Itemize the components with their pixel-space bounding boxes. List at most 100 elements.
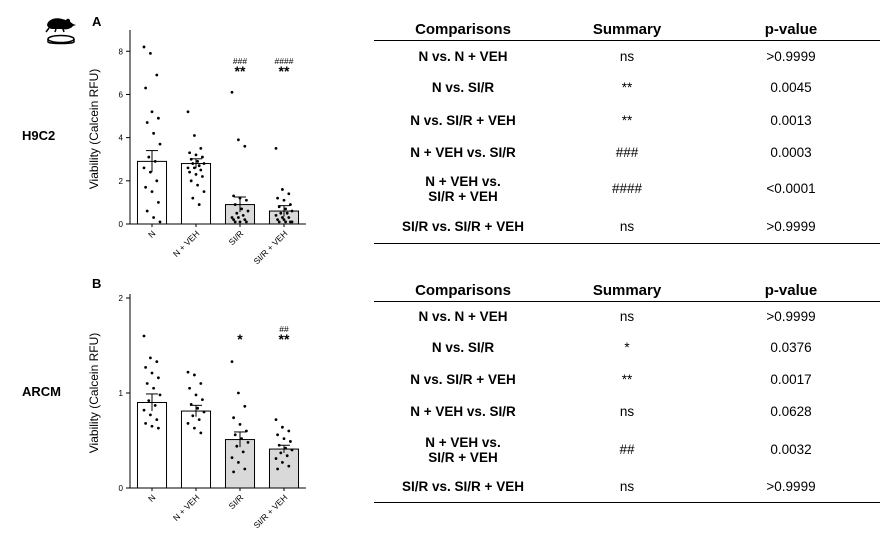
data-point <box>237 138 240 142</box>
data-point <box>153 403 157 407</box>
data-point <box>197 418 201 421</box>
y-axis-label: Viability (Calcein RFU) <box>87 333 101 453</box>
data-point <box>150 190 154 194</box>
data-point <box>149 52 152 55</box>
data-point <box>158 393 162 397</box>
data-point <box>152 131 155 135</box>
p-value-cell: 0.0003 <box>770 144 812 160</box>
data-point <box>281 188 284 191</box>
significance-stars: ** <box>279 63 290 79</box>
y-tick-label: 2 <box>119 294 124 303</box>
summary-cell: #### <box>611 181 643 196</box>
comparison-cell: SI/R vs. SI/R + VEH <box>374 209 552 244</box>
data-point <box>243 404 247 408</box>
summary-cell: ns <box>552 209 702 244</box>
p-value-cell: 0.0013 <box>770 112 812 128</box>
comparison-cell: SI/R vs. SI/R + VEH <box>374 471 552 503</box>
data-point <box>240 207 244 211</box>
data-point <box>243 467 247 471</box>
data-point <box>241 450 245 454</box>
data-point <box>144 365 147 369</box>
table-row: N + VEH vs. SI/R + VEH ## 0.0032 <box>374 428 880 472</box>
data-point <box>199 168 203 172</box>
comparison-cell: N vs. N + VEH <box>418 309 508 325</box>
data-point <box>245 429 248 433</box>
data-point <box>287 192 291 196</box>
x-tick-label: SI/R <box>227 228 246 247</box>
y-tick-label: 6 <box>119 90 124 99</box>
data-point <box>158 220 162 224</box>
data-point <box>196 159 199 163</box>
data-point <box>193 166 196 170</box>
table-header-summary: Summary <box>552 18 702 41</box>
data-point <box>290 448 294 452</box>
data-point <box>188 170 191 174</box>
p-value-cell: >0.9999 <box>766 48 816 64</box>
data-point <box>155 360 159 364</box>
p-value-cell: 0.0032 <box>770 442 812 457</box>
y-tick-label: 1 <box>119 389 124 398</box>
data-point <box>155 179 159 183</box>
data-point <box>152 386 155 390</box>
data-point <box>284 207 287 211</box>
panel-letter-b: B <box>92 276 102 291</box>
table-row: N vs. N + VEH ns >0.9999 <box>374 41 880 72</box>
data-point <box>155 418 159 421</box>
table-row: SI/R vs. SI/R + VEH ns >0.9999 <box>374 209 880 244</box>
data-point <box>276 196 279 200</box>
data-point <box>142 45 146 49</box>
comparison-cell: N + VEH vs. SI/R <box>410 144 516 160</box>
data-point <box>199 147 203 150</box>
data-point <box>150 424 154 428</box>
table-row: N vs. N + VEH ns >0.9999 <box>374 302 880 332</box>
comparison-table-a: Comparisons Summary p-value N vs. N + VE… <box>374 18 880 244</box>
data-point <box>191 414 195 418</box>
data-point <box>238 422 242 426</box>
data-point <box>246 441 250 444</box>
data-point <box>274 457 278 460</box>
data-point <box>194 153 198 157</box>
data-point <box>149 356 152 360</box>
significance-hashes: ### <box>233 56 247 66</box>
data-point <box>153 159 157 163</box>
table-row: N vs. SI/R + VEH ** 0.0013 <box>374 104 880 137</box>
data-point <box>191 162 195 165</box>
data-point <box>142 408 146 412</box>
table-header-p-value: p-value <box>702 279 880 302</box>
comparison-cell: N + VEH vs. SI/R + VEH <box>425 173 501 204</box>
comparison-cell: N + VEH vs. SI/R <box>410 404 516 419</box>
significance-hashes: #### <box>275 56 294 66</box>
data-point <box>197 203 201 206</box>
data-point <box>142 166 146 170</box>
data-point <box>245 198 248 202</box>
data-point <box>194 172 198 176</box>
data-point <box>157 376 160 380</box>
data-point <box>287 216 291 219</box>
data-point <box>202 410 206 414</box>
data-point <box>191 196 195 200</box>
data-point <box>276 467 279 471</box>
summary-cell: ns <box>619 404 635 419</box>
data-point <box>238 220 242 224</box>
table-row: N vs. SI/R + VEH ** 0.0017 <box>374 364 880 396</box>
significance-stars: ** <box>235 63 246 79</box>
data-point <box>235 444 239 448</box>
data-point <box>287 429 291 433</box>
y-tick-label: 0 <box>119 484 124 493</box>
data-point <box>199 382 203 385</box>
data-point <box>193 134 196 137</box>
data-point <box>281 216 284 219</box>
data-point <box>282 198 286 202</box>
data-point <box>290 220 294 224</box>
data-point <box>243 218 247 222</box>
data-point <box>230 216 234 219</box>
table-row: N + VEH vs. SI/R ### 0.0003 <box>374 137 880 168</box>
data-point <box>285 454 289 458</box>
data-point <box>157 426 160 430</box>
data-point <box>279 211 283 215</box>
data-point <box>147 399 151 402</box>
data-point <box>150 371 154 375</box>
data-point <box>144 185 147 189</box>
table-row: N + VEH vs. SI/R + VEH #### <0.0001 <box>374 168 880 210</box>
p-value-cell: <0.0001 <box>766 181 816 196</box>
